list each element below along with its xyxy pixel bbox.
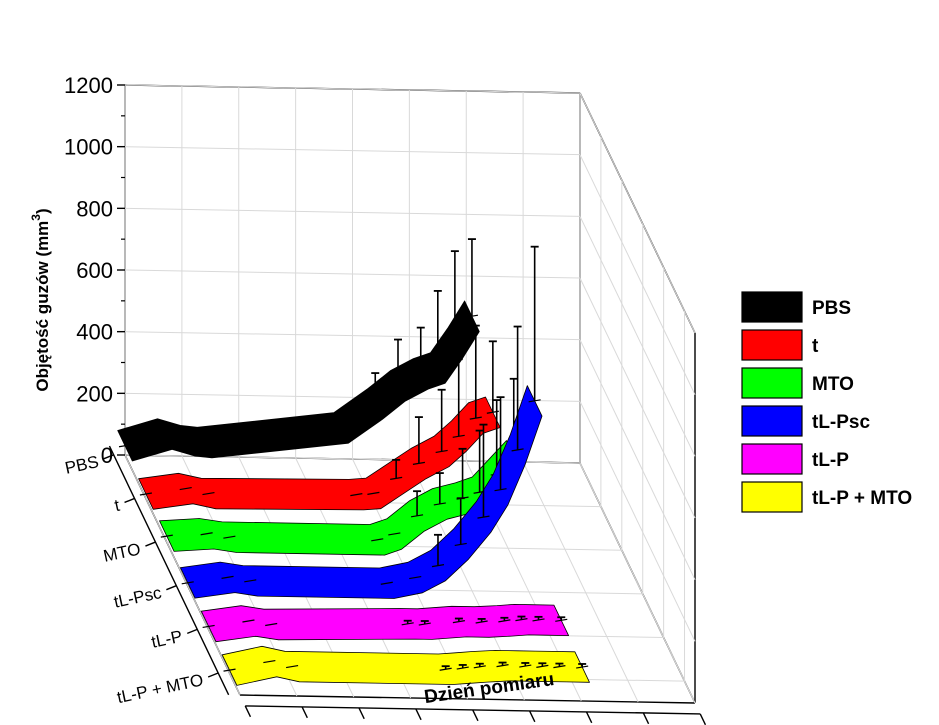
floor-grid-xline bbox=[579, 462, 696, 704]
chart-legend: PBS t MTO tL-Psc tL-P tL-P + MTO bbox=[741, 291, 912, 513]
legend-label: tL-Psc bbox=[812, 412, 871, 433]
data-point-marker bbox=[371, 538, 384, 542]
x-tick bbox=[472, 709, 479, 722]
side-grid-hline bbox=[579, 154, 696, 395]
y-tick-label: 600 bbox=[76, 258, 113, 283]
y-tick-label: 400 bbox=[76, 320, 113, 345]
category-label: MTO bbox=[102, 539, 143, 565]
category-tick bbox=[124, 497, 135, 504]
side-grid-hline bbox=[579, 216, 696, 457]
data-point-marker bbox=[367, 491, 380, 495]
data-point-marker bbox=[179, 486, 192, 491]
category-tick bbox=[145, 541, 156, 547]
y-axis-title: Objętość guzów (mm3) bbox=[29, 208, 52, 391]
legend-label: MTO bbox=[812, 374, 854, 395]
data-point-marker bbox=[263, 659, 276, 664]
y-tick-label: 1200 bbox=[64, 73, 113, 98]
data-point-marker bbox=[223, 668, 236, 672]
x-tick bbox=[699, 713, 707, 725]
floor-grid-xline bbox=[124, 454, 241, 696]
category-label: PBS bbox=[63, 452, 100, 478]
ribbon-tl-psc bbox=[179, 385, 543, 599]
x-tick bbox=[301, 706, 308, 719]
legend-label: PBS bbox=[812, 298, 851, 319]
back-grid-hline bbox=[124, 146, 581, 156]
floor-grid-xline bbox=[522, 461, 639, 703]
category-label: tL-Psc bbox=[112, 583, 164, 612]
x-tick bbox=[244, 705, 252, 718]
legend-swatch bbox=[741, 367, 803, 399]
x-tick bbox=[358, 707, 365, 720]
category-tick bbox=[187, 628, 198, 634]
data-point-marker bbox=[265, 622, 278, 627]
legend-label: tL-P bbox=[812, 450, 849, 471]
data-point-marker bbox=[181, 581, 194, 585]
back-grid-hline bbox=[124, 269, 581, 279]
data-point-marker bbox=[409, 575, 422, 580]
legend-label: t bbox=[812, 336, 819, 357]
data-point-marker bbox=[223, 535, 236, 539]
data-point-marker bbox=[202, 624, 215, 629]
x-tick bbox=[528, 710, 536, 723]
y-tick-label: 200 bbox=[76, 381, 113, 406]
category-tick bbox=[103, 454, 114, 460]
ribbon-tl-p bbox=[200, 604, 569, 643]
data-point-marker bbox=[286, 664, 299, 669]
ribbon-pbs bbox=[117, 300, 480, 462]
data-point-marker bbox=[158, 432, 171, 436]
back-grid-hline bbox=[124, 392, 581, 402]
x-tick bbox=[585, 711, 593, 724]
legend-swatch bbox=[741, 329, 803, 361]
data-point-marker bbox=[118, 444, 132, 448]
side-grid-hline bbox=[579, 92, 696, 334]
data-point-marker bbox=[242, 619, 255, 623]
legend-swatch bbox=[741, 481, 803, 513]
side-grid-hline bbox=[579, 339, 696, 580]
x-tick bbox=[415, 708, 422, 721]
chart-ribbons bbox=[117, 238, 590, 686]
data-point-marker bbox=[335, 426, 348, 430]
data-point-marker bbox=[198, 440, 211, 445]
back-grid-hline bbox=[124, 207, 581, 217]
back-grid-hline bbox=[124, 84, 581, 94]
y-tick-label: 0 bbox=[101, 443, 113, 468]
y-tick-label: 800 bbox=[76, 196, 113, 221]
legend-label: tL-P + MTO bbox=[812, 488, 912, 509]
ribbon-tl-p-mto bbox=[221, 645, 590, 686]
category-label: tL-P + MTO bbox=[115, 670, 205, 707]
category-label: tL-P bbox=[150, 627, 184, 652]
data-point-marker bbox=[221, 575, 234, 579]
back-grid-hline bbox=[124, 331, 581, 341]
x-tick bbox=[642, 712, 650, 725]
data-point-marker bbox=[380, 581, 393, 585]
y-tick-label: 1000 bbox=[64, 135, 113, 160]
data-point-marker bbox=[139, 492, 153, 496]
data-point-marker bbox=[200, 532, 213, 536]
data-point-marker bbox=[388, 532, 401, 536]
legend-swatch bbox=[741, 405, 803, 437]
category-label: t bbox=[113, 496, 122, 516]
y-axis-title-main: Objętość guzów (mm bbox=[33, 221, 52, 392]
y-axis-title-close: ) bbox=[33, 208, 52, 214]
category-tick bbox=[207, 672, 219, 678]
legend-swatch bbox=[741, 443, 803, 475]
legend-swatch bbox=[741, 291, 803, 323]
category-axis-line bbox=[108, 445, 230, 696]
data-point-marker bbox=[181, 439, 194, 443]
side-grid-hline bbox=[579, 277, 696, 519]
side-grid-hline bbox=[579, 401, 696, 642]
category-tick bbox=[166, 585, 177, 591]
data-point-marker bbox=[202, 491, 215, 496]
data-point-marker bbox=[160, 534, 173, 538]
data-point-marker bbox=[244, 579, 257, 583]
data-point-marker bbox=[350, 493, 363, 497]
y-axis-title-sup: 3 bbox=[29, 214, 43, 221]
